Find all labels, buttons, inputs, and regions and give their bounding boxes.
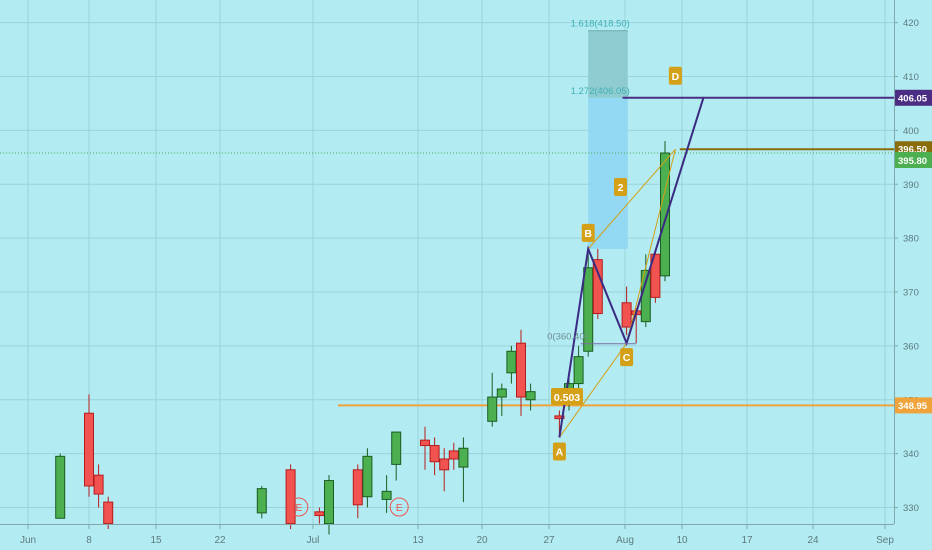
time-axis-tick-label: 17 xyxy=(741,535,753,546)
ratio-box-bcd xyxy=(614,177,627,196)
candlesticks xyxy=(55,141,670,535)
price-axis-tick-label: 390 xyxy=(903,180,919,191)
price-axis-tick-label: 380 xyxy=(903,234,919,245)
candle-body xyxy=(93,474,104,495)
time-axis-tick-label: 13 xyxy=(412,535,424,546)
candle-body xyxy=(660,152,670,277)
candle-body xyxy=(429,445,440,463)
time-axis-tick-label: 10 xyxy=(676,535,688,546)
abcd-path xyxy=(558,97,705,438)
fib-level-label: 1.618(418.50) xyxy=(571,19,630,30)
candle-body xyxy=(381,490,392,500)
last-price-label-bg xyxy=(895,152,932,169)
time-axis-tick-label: Jul xyxy=(307,535,320,546)
time-axis-tick-label: 15 xyxy=(150,535,162,546)
candle-body xyxy=(352,469,363,506)
pattern-point-label: B xyxy=(584,228,592,240)
time-axis-tick-label: Jun xyxy=(20,535,36,546)
level-price-label: 348.95 xyxy=(898,401,928,412)
time-axis-tick-label: 24 xyxy=(807,535,819,546)
pattern-point-box xyxy=(552,442,566,461)
candle-body xyxy=(583,267,594,352)
time-axis-tick-label: 8 xyxy=(86,535,92,546)
pattern-point-box xyxy=(620,348,634,367)
candle-body xyxy=(487,396,498,422)
time-axis[interactable]: Jun 8 15 22 Jul 13 20 27 Aug 10 17 24 Sep xyxy=(20,524,894,546)
horizontal-levels xyxy=(0,96,894,407)
price-axis-tick-label: 330 xyxy=(903,503,919,514)
candle-body xyxy=(496,388,507,398)
price-axis-tick-label: 370 xyxy=(903,288,919,299)
pattern-point-label: C xyxy=(623,352,631,364)
candle-body xyxy=(573,356,584,385)
time-axis-tick-label: Aug xyxy=(616,535,634,546)
last-price-label: 395.80 xyxy=(898,156,927,167)
candle-body xyxy=(314,511,325,517)
candle-body xyxy=(103,501,114,525)
ratio-box-abc xyxy=(551,388,583,406)
level-price-label-bg xyxy=(895,397,932,414)
pattern-point-label: A xyxy=(556,446,564,458)
abcd-pattern xyxy=(558,97,705,438)
candle-body xyxy=(285,469,296,525)
time-axis-tick-label: Sep xyxy=(876,535,894,546)
pattern-point-box xyxy=(668,66,682,85)
fib-level-label: 0(360.40) xyxy=(547,332,588,343)
earnings-event-marker xyxy=(389,497,409,517)
candle-body xyxy=(324,480,334,525)
ratio-label: 0.503 xyxy=(554,392,580,404)
price-axis-tick-label: 410 xyxy=(903,72,919,83)
level-price-label: 406.05 xyxy=(898,93,928,104)
pattern-point-label: D xyxy=(672,71,680,83)
level-price-label: 396.50 xyxy=(898,145,927,156)
time-axis-tick-label: 20 xyxy=(476,535,488,546)
candle-body xyxy=(592,259,603,315)
candle-body xyxy=(420,439,430,447)
fib-extension-zone xyxy=(588,30,628,249)
price-axis-tick-label: 360 xyxy=(903,341,919,352)
candle-body xyxy=(448,450,459,460)
candle-body xyxy=(84,412,94,487)
fib-zone-upper xyxy=(588,30,628,98)
candle-body xyxy=(516,342,526,398)
candle-body xyxy=(621,302,632,328)
time-axis-tick-label: 22 xyxy=(214,535,226,546)
price-axis[interactable]: 330340350360370380390400410420406.05396.… xyxy=(894,18,932,514)
fib-zone-lower xyxy=(588,97,628,249)
price-axis-tick-label: 420 xyxy=(903,18,919,29)
candle-body xyxy=(362,455,373,498)
pattern-point-box xyxy=(581,223,595,242)
candle-body xyxy=(256,488,267,514)
candle-body xyxy=(506,350,517,374)
candle-body xyxy=(439,458,450,471)
price-axis-tick-label: 340 xyxy=(903,449,919,460)
candle-body xyxy=(554,415,565,420)
price-axis-tick-label: 400 xyxy=(903,126,919,137)
candle-body xyxy=(458,447,469,468)
earnings-event-label: E xyxy=(295,503,302,514)
time-axis-tick-label: 27 xyxy=(543,535,555,546)
fib-level-label: 1.272(406.05) xyxy=(571,86,630,97)
ratio-label: 2 xyxy=(618,182,624,194)
pattern-labels: A B C D 0.503 2 1.618(418.50) 1.272(406.05) 0(36… xyxy=(547,19,682,461)
earnings-event-marker xyxy=(289,497,309,517)
candle-body xyxy=(55,455,66,519)
level-price-label-bg xyxy=(895,89,932,106)
candle-body xyxy=(525,391,536,401)
earnings-event-label: E xyxy=(396,503,403,514)
candle-body xyxy=(391,431,402,465)
